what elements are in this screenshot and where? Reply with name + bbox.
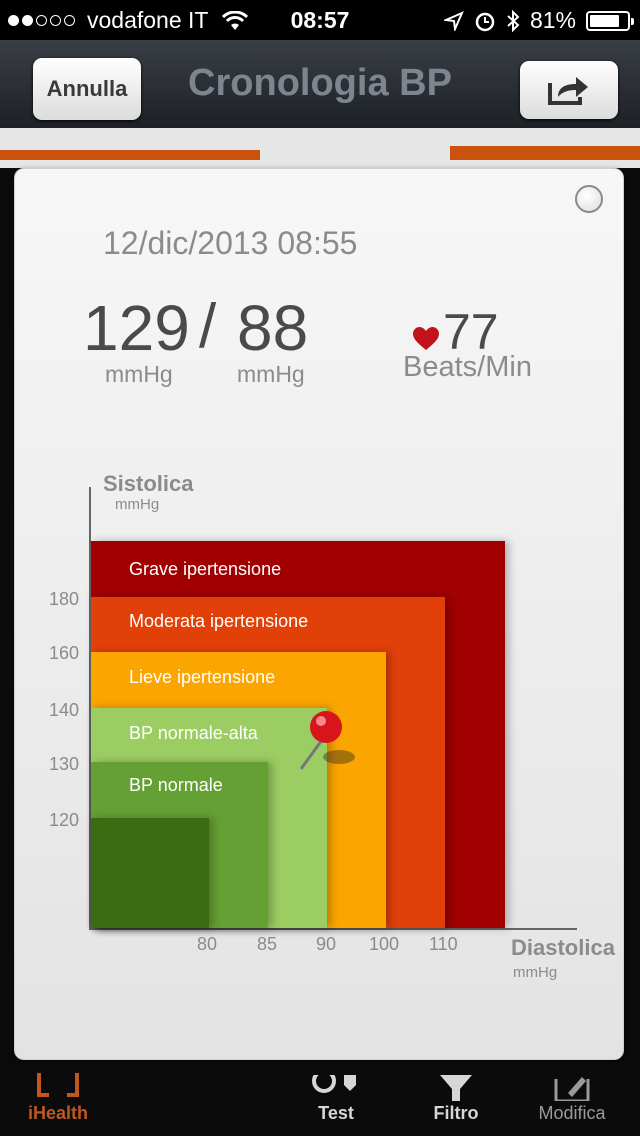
tab-test[interactable]: Test xyxy=(296,1075,376,1124)
zone-ottimale xyxy=(91,818,209,928)
x-tick-label: 85 xyxy=(257,934,278,954)
x-tick-label: 100 xyxy=(369,934,400,954)
x-tick-label: 90 xyxy=(316,934,337,954)
tab-label-modifica: Modifica xyxy=(538,1103,606,1123)
edit-icon xyxy=(554,1077,590,1101)
tab-filtro[interactable]: Filtro xyxy=(416,1075,496,1124)
zone-label-lieve: Lieve ipertensione xyxy=(129,667,276,687)
systolic-value: 129 xyxy=(83,292,190,364)
battery-percent: 81% xyxy=(529,7,576,33)
tab-label-test: Test xyxy=(318,1103,354,1123)
diastolic-unit: mmHg xyxy=(237,361,305,387)
heart-icon xyxy=(413,327,439,350)
y-tick-label: 140 xyxy=(49,700,80,720)
zone-label-grave: Grave ipertensione xyxy=(129,559,282,579)
carrier: vodafone IT xyxy=(8,7,249,34)
x-axis-line xyxy=(89,928,577,930)
location-icon xyxy=(443,10,464,31)
clock: 08:57 xyxy=(290,7,350,33)
value-separator: / xyxy=(199,292,217,361)
tab-label-filtro: Filtro xyxy=(433,1103,479,1123)
filter-icon xyxy=(440,1075,472,1101)
x-tick-label: 80 xyxy=(197,934,218,954)
y-tick-label: 160 xyxy=(49,643,80,663)
signal-strength-icon xyxy=(8,15,75,26)
stethoscope-icon xyxy=(312,1075,356,1093)
diastolic-value: 88 xyxy=(237,292,309,364)
ihealth-icon xyxy=(37,1073,79,1097)
x-axis-unit: mmHg xyxy=(513,964,558,981)
bluetooth-icon xyxy=(507,9,520,32)
battery-icon xyxy=(586,10,634,31)
reading-date: 12/dic/2013 08:55 xyxy=(103,225,358,261)
share-button[interactable] xyxy=(520,61,618,119)
y-axis-title: Sistolica xyxy=(103,471,194,496)
zone-label-normale: BP normale xyxy=(129,775,223,795)
zone-label-moderata: Moderata ipertensione xyxy=(129,611,309,631)
share-icon xyxy=(548,77,588,105)
navigation-bar: Annulla Cronologia BP xyxy=(0,40,640,129)
cancel-button[interactable]: Annulla xyxy=(33,58,141,120)
y-tick-label: 180 xyxy=(49,589,80,609)
x-tick-label: 110 xyxy=(429,934,458,954)
reading-card: 12/dic/2013 08:55 129 / 88 mmHg mmHg 77 … xyxy=(14,168,624,1060)
select-radio[interactable] xyxy=(575,185,603,213)
pulse-unit: Beats/Min xyxy=(403,351,532,383)
header-strip xyxy=(0,128,640,168)
y-tick-label: 120 xyxy=(49,810,80,830)
pulse-value: 77 xyxy=(443,304,499,360)
tab-label-ihealth: iHealth xyxy=(27,1103,88,1123)
y-axis-line xyxy=(89,487,91,929)
tab-modifica[interactable]: Modifica xyxy=(526,1077,618,1124)
tab-ihealth[interactable]: iHealth xyxy=(18,1073,98,1124)
alarm-icon xyxy=(475,12,495,31)
y-axis-unit: mmHg xyxy=(115,496,160,513)
x-axis-title: Diastolica xyxy=(511,935,615,960)
zone-label-normale-alta: BP normale-alta xyxy=(129,723,258,743)
systolic-unit: mmHg xyxy=(105,361,173,387)
wifi-icon xyxy=(222,10,249,30)
carrier-name: vodafone IT xyxy=(87,7,209,33)
y-tick-label: 130 xyxy=(49,754,80,774)
reading-pin-icon xyxy=(299,711,355,770)
page-title: Cronologia BP xyxy=(188,62,452,104)
status-bar: vodafone IT 08:57 81% xyxy=(0,0,640,40)
tab-bar: iHealth Test Filtro Modifica xyxy=(0,1072,640,1136)
